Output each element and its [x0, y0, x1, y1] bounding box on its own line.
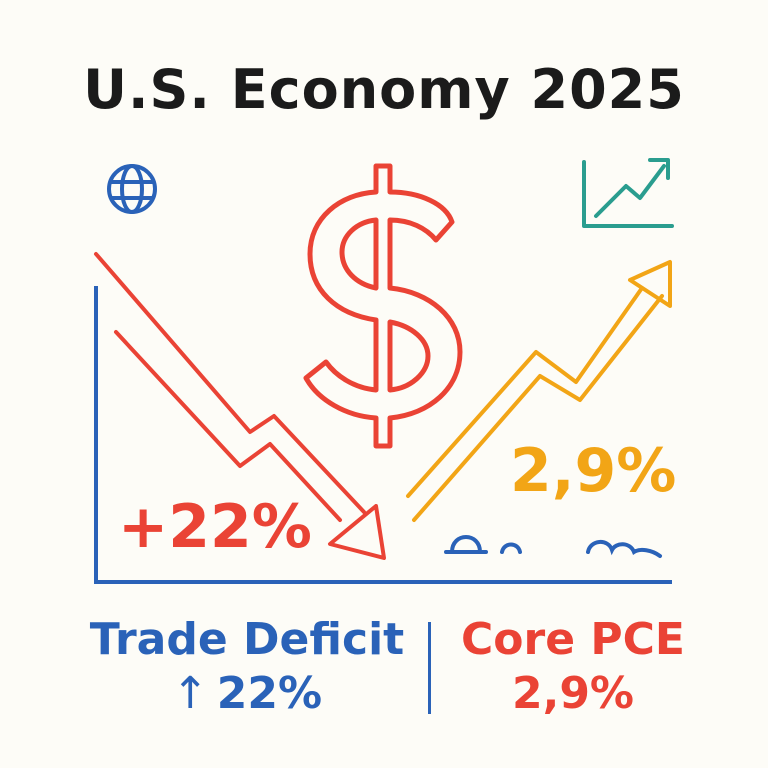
up-arrow-icon: ↑ — [171, 668, 209, 719]
down-trend-arrow — [94, 252, 386, 560]
trade-deficit-label: Trade Deficit — [89, 614, 405, 665]
cloud-icon — [444, 535, 662, 558]
page-title: U.S. Economy 2025 — [83, 58, 685, 121]
rising-chart-icon — [582, 158, 674, 228]
trade-deficit-overlay-value: +22% — [118, 492, 312, 562]
trade-deficit-caption: Trade Deficit ↑ 22% — [70, 614, 424, 722]
up-trend-arrow — [406, 260, 672, 522]
core-pce-label: Core PCE — [461, 614, 685, 665]
core-pce-value: 2,9% — [511, 668, 635, 719]
core-pce-caption: Core PCE 2,9% — [446, 614, 700, 722]
chart-axes — [94, 286, 672, 584]
caption-divider — [428, 622, 431, 714]
trade-deficit-value-row: ↑ 22% — [70, 666, 424, 722]
trade-deficit-value: 22% — [216, 668, 323, 719]
globe-icon — [107, 164, 157, 214]
dollar-sign-icon — [303, 163, 463, 449]
core-pce-overlay-value: 2,9% — [510, 436, 677, 506]
